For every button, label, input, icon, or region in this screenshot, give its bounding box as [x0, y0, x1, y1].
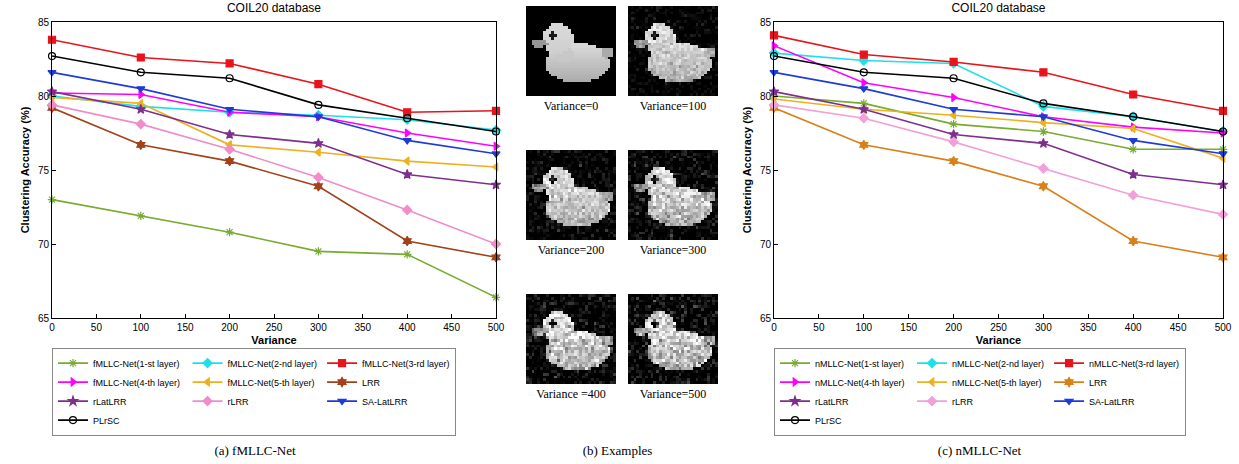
svg-text:85: 85 — [760, 17, 772, 28]
html-text:Variance=200: Variance=200 — [537, 243, 605, 257]
svg-text:COIL20 database: COIL20 database — [951, 1, 1045, 15]
svg-text:350: 350 — [354, 322, 371, 333]
svg-text:500: 500 — [488, 322, 505, 333]
svg-text:450: 450 — [1170, 322, 1187, 333]
svg-text:300: 300 — [1035, 322, 1052, 333]
svg-text:nMLLC-Net(2-nd layer): nMLLC-Net(2-nd layer) — [952, 359, 1044, 369]
svg-text:rLatLRR: rLatLRR — [93, 397, 127, 407]
svg-text:SA-LatLRR: SA-LatLRR — [1089, 397, 1135, 407]
html-text:(b) Examples: (b) Examples — [582, 443, 653, 458]
svg-text:150: 150 — [177, 322, 194, 333]
svg-text:50: 50 — [813, 322, 825, 333]
html-text:Variance=0: Variance=0 — [543, 99, 599, 113]
html-text:Variance=500: Variance=500 — [639, 387, 707, 401]
svg-text:PLrSC: PLrSC — [815, 416, 842, 426]
svg-text:400: 400 — [1125, 322, 1142, 333]
svg-text:fMLLC-Net(2-nd layer): fMLLC-Net(2-nd layer) — [228, 359, 318, 369]
svg-text:75: 75 — [760, 165, 772, 176]
svg-text:65: 65 — [760, 313, 772, 324]
svg-text:350: 350 — [1080, 322, 1097, 333]
svg-text:70: 70 — [760, 239, 772, 250]
svg-text:250: 250 — [990, 322, 1007, 333]
svg-text:300: 300 — [310, 322, 327, 333]
svg-text:250: 250 — [266, 322, 283, 333]
svg-text:fMLLC-Net(4-th layer): fMLLC-Net(4-th layer) — [93, 378, 180, 388]
svg-text:65: 65 — [38, 313, 50, 324]
svg-text:80: 80 — [760, 91, 772, 102]
svg-text:85: 85 — [38, 17, 50, 28]
html-text:(c) nMLLC-Net: (c) nMLLC-Net — [937, 443, 1022, 458]
svg-text:fMLLC-Net(1-st layer): fMLLC-Net(1-st layer) — [93, 359, 180, 369]
svg-text:rLRR: rLRR — [228, 397, 250, 407]
svg-text:Variance: Variance — [251, 334, 296, 346]
svg-text:200: 200 — [945, 322, 962, 333]
html-text:(a) fMLLC-Net: (a) fMLLC-Net — [214, 443, 296, 458]
svg-text:nMLLC-Net(5-th layer): nMLLC-Net(5-th layer) — [952, 378, 1042, 388]
svg-text:450: 450 — [443, 322, 460, 333]
svg-text:80: 80 — [38, 91, 50, 102]
html-text:Variance =400: Variance =400 — [536, 387, 606, 401]
svg-text:0: 0 — [771, 322, 777, 333]
svg-text:400: 400 — [399, 322, 416, 333]
svg-text:COIL20 database: COIL20 database — [227, 1, 321, 15]
svg-text:100: 100 — [855, 322, 872, 333]
svg-text:SA-LatLRR: SA-LatLRR — [362, 397, 408, 407]
svg-text:fMLLC-Net(3-rd layer): fMLLC-Net(3-rd layer) — [362, 359, 450, 369]
svg-text:nMLLC-Net(1-st layer): nMLLC-Net(1-st layer) — [815, 359, 904, 369]
svg-text:Clustering Accuracy (%): Clustering Accuracy (%) — [19, 106, 31, 233]
svg-text:Clustering Accuracy (%): Clustering Accuracy (%) — [741, 106, 753, 233]
svg-text:nMLLC-Net(4-th layer): nMLLC-Net(4-th layer) — [815, 378, 905, 388]
svg-text:70: 70 — [38, 239, 50, 250]
html-text:Variance=100: Variance=100 — [639, 99, 707, 113]
svg-text:500: 500 — [1215, 322, 1232, 333]
svg-text:LRR: LRR — [362, 378, 381, 388]
svg-text:200: 200 — [221, 322, 238, 333]
svg-text:nMLLC-Net(3-rd layer): nMLLC-Net(3-rd layer) — [1089, 359, 1179, 369]
svg-text:LRR: LRR — [1089, 378, 1108, 388]
svg-text:fMLLC-Net(5-th layer): fMLLC-Net(5-th layer) — [228, 378, 315, 388]
svg-text:rLatLRR: rLatLRR — [815, 397, 849, 407]
svg-text:50: 50 — [91, 322, 103, 333]
svg-text:100: 100 — [132, 322, 149, 333]
svg-text:0: 0 — [49, 322, 55, 333]
svg-text:75: 75 — [38, 165, 50, 176]
svg-text:PLrSC: PLrSC — [93, 416, 120, 426]
html-text:Variance=300: Variance=300 — [639, 243, 707, 257]
svg-text:Variance: Variance — [976, 334, 1021, 346]
svg-text:150: 150 — [900, 322, 917, 333]
svg-text:rLRR: rLRR — [952, 397, 974, 407]
